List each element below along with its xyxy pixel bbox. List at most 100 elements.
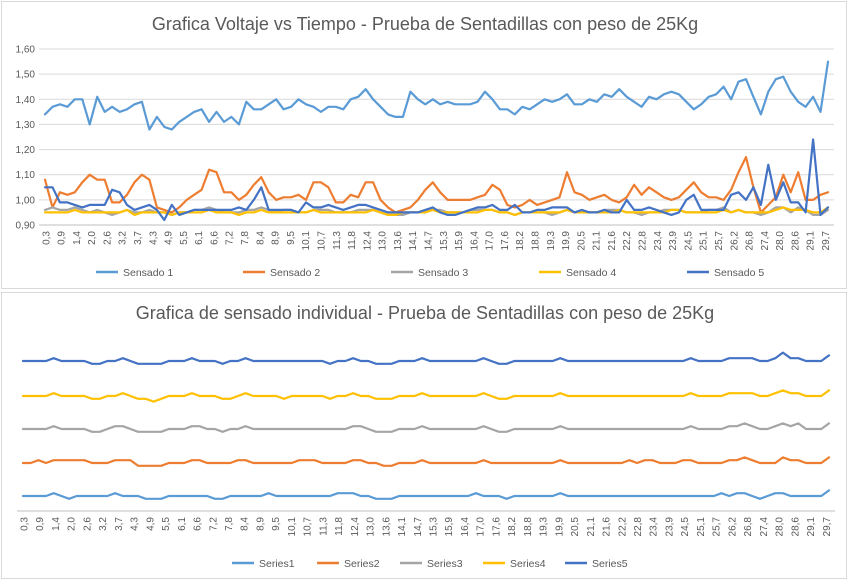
legend-label: Sensado 3 [418,267,468,279]
x-tick-label: 26,2 [729,231,740,251]
x-tick-label: 4,3 [148,231,159,245]
x-tick-label: 11,3 [332,231,343,250]
x-tick-label: 8,9 [271,231,282,245]
x-tick-label: 23,9 [668,231,679,251]
x-tick-label: 7,8 [240,231,251,245]
x-tick-label: 0,3 [41,231,52,245]
x-tick-label: 6,6 [209,231,220,245]
x-tick-label: 15,9 [454,231,465,251]
x-tick-label: 10,7 [316,231,327,251]
chart-voltage-vs-time: Grafica Voltaje vs Tiempo - Prueba de Se… [1,1,847,289]
x-tick-label: 8,9 [255,517,266,531]
x-tick-label: 14,7 [413,517,424,537]
x-tick-label: 17,6 [491,517,502,537]
x-tick-label: 28,0 [775,517,786,537]
x-tick-label: 24,5 [683,231,694,251]
x-tick-label: 16,4 [469,231,480,251]
x-tick-label: 1,4 [72,231,83,245]
x-tick-label: 19,3 [539,517,550,537]
x-tick-label: 26,8 [743,517,754,537]
x-tick-label: 20,5 [576,231,587,251]
x-tick-label: 28,0 [775,231,786,251]
x-tick-label: 9,5 [271,517,282,531]
x-tick-label: 15,3 [429,517,440,537]
x-tick-label: 27,4 [759,517,770,537]
x-tick-label: 28,6 [790,517,801,537]
x-tick-label: 18,8 [523,517,534,537]
x-tick-label: 3,2 [98,517,109,531]
x-tick-label: 19,9 [554,517,565,537]
legend-label: Series2 [344,558,380,570]
series-line [21,422,831,433]
series-line [43,138,830,222]
x-tick-label: 13,0 [366,517,377,537]
x-tick-label: 8,4 [240,517,251,531]
x-tick-label: 13,0 [378,231,389,251]
x-tick-label: 4,9 [164,231,175,245]
x-tick-label: 7,2 [208,517,219,531]
chart-individual-sensing: Grafica de sensado individual - Prueba d… [1,292,847,579]
chart-individual-sensing-svg: Grafica de sensado individual - Prueba d… [17,303,835,570]
x-tick-label: 28,6 [790,231,801,251]
legend-label: Series3 [427,558,463,570]
x-tick-label: 10,7 [303,517,314,537]
series-line [21,389,831,403]
x-tick-label: 29,1 [806,231,817,251]
x-tick-label: 10,1 [287,517,298,537]
x-tick-label: 2,6 [82,517,93,531]
legend-label: Series1 [259,558,295,570]
legend-label: Sensado 5 [714,267,764,279]
x-tick-label: 19,9 [561,231,572,251]
x-tick-label: 21,6 [602,517,613,537]
x-tick-label: 6,6 [193,517,204,531]
x-tick-label: 23,4 [653,231,664,251]
x-tick-label: 12,4 [362,231,373,251]
x-tick-label: 2,0 [67,517,78,531]
x-tick-label: 21,1 [586,517,597,537]
x-tick-label: 16,4 [460,517,471,537]
x-tick-label: 25,1 [699,231,710,251]
x-tick-label: 0,9 [35,517,46,531]
series-line [21,351,831,365]
x-tick-label: 27,4 [760,231,771,251]
chart-title: Grafica de sensado individual - Prueba d… [136,303,714,323]
x-tick-label: 21,6 [607,231,618,251]
x-tick-label: 19,3 [546,231,557,251]
x-tick-label: 4,9 [145,517,156,531]
x-tick-label: 22,8 [633,517,644,537]
x-tick-label: 0,3 [20,517,31,531]
legend-label: Series4 [510,558,546,570]
series-line [21,456,831,467]
x-tick-label: 15,9 [444,517,455,537]
x-tick-label: 3,7 [133,231,144,245]
y-tick-label: 1,50 [16,70,36,81]
y-tick-label: 1,40 [16,95,36,106]
x-tick-label: 14,1 [397,517,408,537]
x-tick-label: 2,6 [102,231,113,245]
x-tick-label: 18,2 [515,231,526,251]
x-tick-label: 1,4 [51,517,62,531]
x-tick-label: 26,8 [745,231,756,251]
series-line [43,60,830,131]
x-tick-label: 11,8 [334,517,345,536]
x-tick-label: 25,7 [714,231,725,251]
x-tick-label: 6,1 [177,517,188,531]
x-tick-label: 13,6 [381,517,392,537]
x-tick-label: 23,4 [649,517,660,537]
y-tick-label: 1,00 [16,195,36,206]
x-tick-label: 0,9 [57,231,68,245]
x-tick-label: 3,7 [114,517,125,531]
x-tick-label: 17,0 [476,517,487,537]
x-tick-label: 10,1 [301,231,312,251]
x-tick-label: 7,8 [224,517,235,531]
x-tick-label: 22,2 [622,231,633,251]
x-tick-label: 22,2 [617,517,628,537]
x-tick-label: 2,0 [87,231,98,245]
x-tick-label: 12,4 [350,517,361,537]
x-tick-label: 14,1 [408,231,419,251]
x-tick-label: 21,1 [592,231,603,251]
x-tick-label: 18,2 [507,517,518,537]
legend-label: Sensado 1 [123,267,173,279]
x-tick-label: 29,1 [806,517,817,537]
x-tick-label: 5,5 [179,231,190,245]
